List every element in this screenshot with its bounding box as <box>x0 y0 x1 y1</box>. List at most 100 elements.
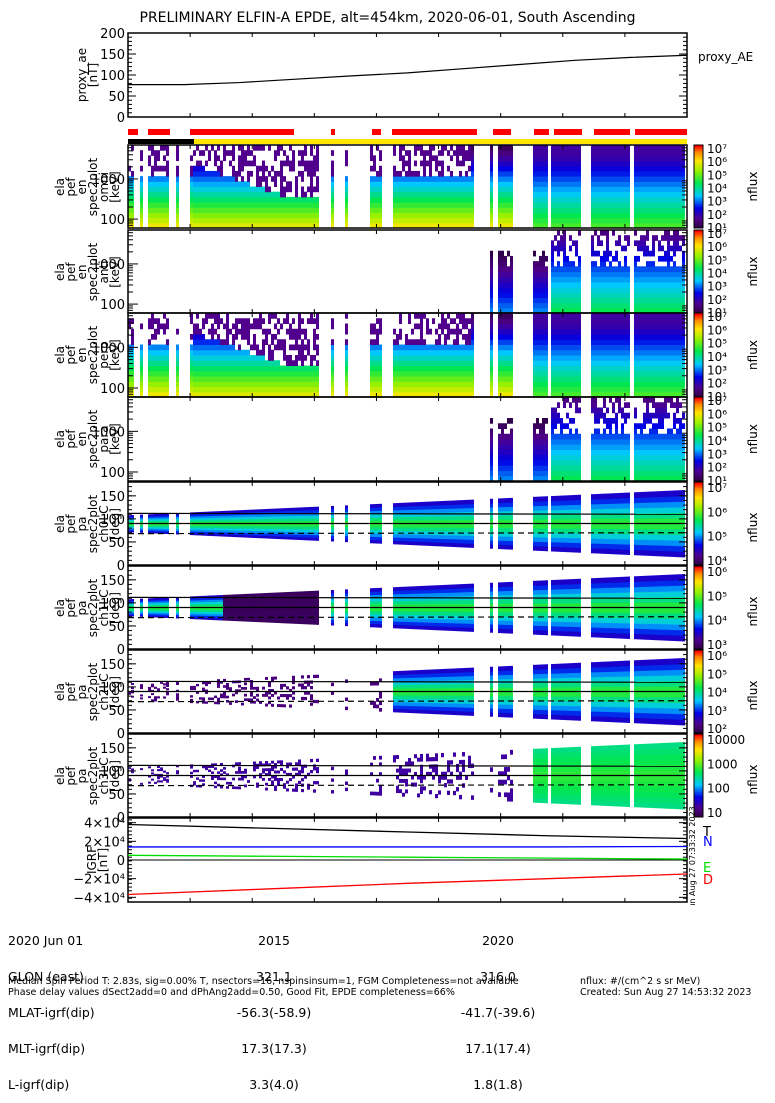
spectrogram-cell <box>572 350 575 356</box>
spectrogram-cell <box>271 218 274 224</box>
spectrogram-cell <box>551 318 554 324</box>
spectrogram-cell <box>649 287 652 293</box>
spectrogram-cell <box>566 145 569 151</box>
spectrogram-cell <box>539 266 542 272</box>
spectrogram-cell <box>627 282 630 288</box>
spectrogram-cell <box>220 197 223 203</box>
spectrogram-cell <box>609 207 612 213</box>
spectrogram-cell <box>575 246 578 252</box>
spectrogram-cell <box>417 313 420 319</box>
spectrogram-cell <box>396 381 399 387</box>
spectrogram-cell <box>199 339 202 345</box>
spectrogram-cell <box>667 345 670 351</box>
spectrogram-cell <box>536 277 539 283</box>
spectrogram-cell <box>545 455 548 461</box>
spectrogram-cell <box>226 371 229 377</box>
spectrogram-cell <box>572 266 575 272</box>
spectrogram-cell <box>408 366 411 372</box>
spectrogram-cell <box>578 266 581 272</box>
colorbar <box>694 313 703 398</box>
spectrogram-cell <box>501 187 504 193</box>
spectrogram-cell <box>304 371 307 377</box>
spectrogram-cell <box>151 197 154 203</box>
spectrogram-cell <box>220 366 223 372</box>
spectrogram-cell <box>229 345 232 351</box>
spectrogram-cell <box>679 318 682 324</box>
spectrogram-cell <box>501 360 504 366</box>
spectrogram-cell <box>621 287 624 293</box>
spectrogram-cell <box>441 371 444 377</box>
spectrogram-cell <box>313 187 316 193</box>
spectrogram-cell <box>594 161 597 167</box>
spectrogram-cell <box>459 345 462 351</box>
spectrogram-cell <box>399 150 402 156</box>
spectrogram-cell <box>202 376 205 382</box>
spectrogram-cell <box>670 387 673 393</box>
spectrogram-cell <box>655 197 658 203</box>
spectrogram-cell <box>408 197 411 203</box>
spectrogram-cell <box>661 287 664 293</box>
spectrogram-cell <box>569 366 572 372</box>
spectrogram-cell <box>429 345 432 351</box>
spectrogram-cell <box>166 166 169 172</box>
spectrogram-cell <box>612 381 615 387</box>
spectrogram-cell <box>426 350 429 356</box>
spectrogram-cell <box>211 145 214 151</box>
spectrogram-cell <box>569 324 572 330</box>
spectrogram-cell <box>432 192 435 198</box>
spectrogram-cell <box>140 387 143 393</box>
spectrogram-cell <box>208 329 211 335</box>
spectrogram-cell <box>501 350 504 356</box>
spectrogram-cell <box>432 376 435 382</box>
spectrogram-cell <box>507 277 510 283</box>
spectrogram-cell <box>154 187 157 193</box>
spectrogram-cell <box>542 297 545 303</box>
spectrogram-cell <box>536 166 539 172</box>
spectrogram-cell <box>664 197 667 203</box>
spectrogram-cell <box>658 150 661 156</box>
spectrogram-cell <box>545 161 548 167</box>
spectrogram-cell <box>226 192 229 198</box>
spectrogram-cell <box>649 282 652 288</box>
spectrogram-cell <box>196 376 199 382</box>
spectrogram-cell <box>459 350 462 356</box>
spectrogram-cell <box>379 324 382 330</box>
spectrogram-cell <box>566 297 569 303</box>
spectrogram-cell <box>603 171 606 177</box>
spectrogram-cell <box>131 212 134 218</box>
spectrogram-cell <box>459 318 462 324</box>
spectrogram-cell <box>575 324 578 330</box>
spectrogram-cell <box>507 202 510 208</box>
spectrogram-cell <box>539 218 542 224</box>
spectrogram-cell <box>640 355 643 361</box>
spectrogram-cell <box>658 334 661 340</box>
spectrogram-cell <box>265 339 268 345</box>
spectrogram-cell <box>667 251 670 257</box>
spectrogram-cell <box>148 197 151 203</box>
spectrogram-cell <box>572 176 575 182</box>
spectrogram-cell <box>560 287 563 293</box>
spectrogram-cell <box>594 212 597 218</box>
spectrogram-cell <box>459 371 462 377</box>
spectrogram-cell <box>510 176 513 182</box>
spectrogram-cell <box>441 387 444 393</box>
spectrogram-cell <box>265 212 268 218</box>
spectrogram-cell <box>615 381 618 387</box>
spectrogram-cell <box>208 197 211 203</box>
spectrogram-cell <box>140 360 143 366</box>
spectrogram-cell <box>539 360 542 366</box>
spectrogram-cell <box>379 318 382 324</box>
spectrogram-cell <box>176 218 179 224</box>
spectrogram-cell <box>646 251 649 257</box>
spectrogram-cell <box>572 339 575 345</box>
spectrogram-cell <box>591 166 594 172</box>
spectrogram-cell <box>301 161 304 167</box>
spectrogram-cell <box>539 345 542 351</box>
spectrogram-cell <box>498 434 501 440</box>
spectrogram-cell <box>313 202 316 208</box>
spectrogram-cell <box>578 272 581 278</box>
spectrogram-cell <box>462 155 465 161</box>
spectrogram-cell <box>504 161 507 167</box>
spectrogram-cell <box>140 218 143 224</box>
spectrogram-cell <box>637 161 640 167</box>
